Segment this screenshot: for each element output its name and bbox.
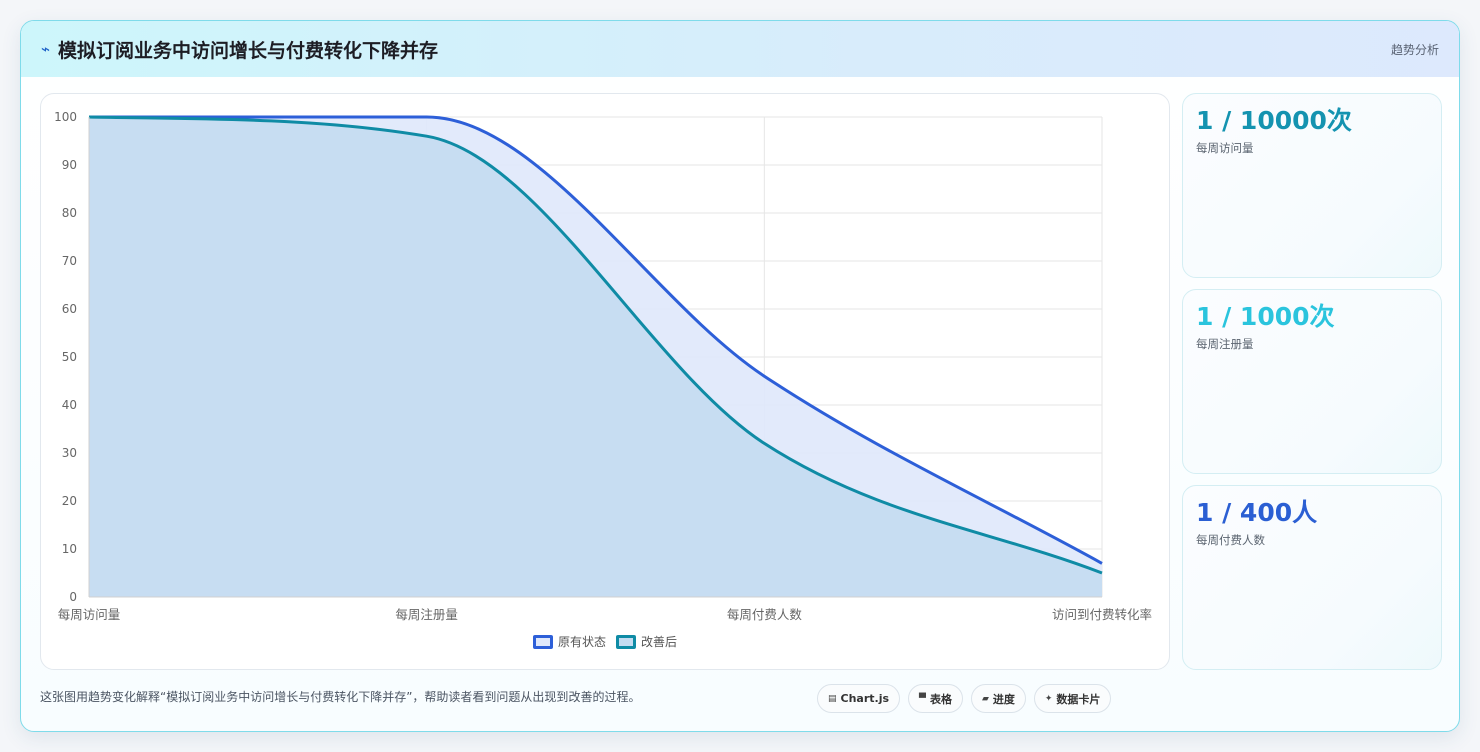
- chip-label: Chart.js: [840, 692, 890, 705]
- page-title: 模拟订阅业务中访问增长与付费转化下降并存: [58, 39, 439, 62]
- series-area-1: [89, 117, 1102, 597]
- progress-icon: ▰: [981, 693, 989, 704]
- legend-label-original: 原有状态: [557, 635, 606, 649]
- chip-progress[interactable]: ▰ 进度: [970, 684, 1026, 713]
- stat-card-signups: 1 / 1000次 每周注册量: [1182, 289, 1442, 474]
- series-line-0: [89, 115, 1103, 565]
- chip-chartjs[interactable]: ▤ Chart.js: [817, 684, 901, 713]
- chip-data-cards[interactable]: ✦ 数据卡片: [1033, 684, 1112, 713]
- y-tick-label: 10: [62, 542, 77, 556]
- y-tick-label: 50: [62, 350, 77, 364]
- chart-caption: 这张图用趋势变化解释“模拟订阅业务中访问增长与付费转化下降并存”，帮助读者看到问…: [40, 690, 641, 704]
- card-header: ⌁ 模拟订阅业务中访问增长与付费转化下降并存 趋势分析: [21, 21, 1459, 77]
- stat-value-payers: 1 / 400人: [1196, 498, 1318, 527]
- stat-value-signups: 1 / 1000次: [1196, 302, 1335, 331]
- y-tick-label: 90: [62, 158, 77, 172]
- stat-label-payers: 每周付费人数: [1196, 533, 1265, 547]
- sparkle-icon: ✦: [1044, 693, 1053, 704]
- y-tick-label: 100: [54, 110, 77, 124]
- y-tick-label: 70: [62, 254, 77, 268]
- stat-label-signups: 每周注册量: [1196, 337, 1254, 351]
- y-tick-label: 0: [69, 590, 77, 604]
- x-tick-label: 每周注册量: [395, 607, 458, 622]
- chart-card: ⌁ 模拟订阅业务中访问增长与付费转化下降并存 趋势分析 0 10 20 30 40 50 6…: [20, 20, 1460, 732]
- stat-value-visits: 1 / 10000次: [1196, 106, 1352, 135]
- x-tick-label: 访问到付费转化率: [1052, 607, 1152, 622]
- legend-item-original[interactable]: 原有状态: [532, 633, 606, 650]
- header-tag: 趋势分析: [1390, 42, 1439, 57]
- tech-chips: ▤ Chart.js ▀ 表格 ▰ 进度 ✦ 数据卡片: [817, 684, 1112, 713]
- y-tick-label: 30: [62, 446, 77, 460]
- series-line-1: [88, 115, 1103, 575]
- legend-label-improved: 改善后: [641, 635, 678, 649]
- y-tick-label: 80: [62, 206, 77, 220]
- stat-card-visits: 1 / 10000次 每周访问量: [1182, 93, 1442, 278]
- legend-swatch-original: [532, 634, 553, 649]
- table-icon: ▀: [919, 693, 926, 704]
- chart-panel: 0 10 20 30 40 50 60 70 80 90 100 每周访问量 每周注册量 每周付费人数 访问…: [40, 93, 1170, 670]
- y-tick-label: 60: [62, 302, 77, 316]
- y-tick-label: 40: [62, 398, 77, 412]
- line-chart-icon: ⌁: [41, 41, 51, 58]
- x-tick-label: 每周付费人数: [727, 607, 803, 622]
- chip-label: 数据卡片: [1056, 692, 1101, 706]
- chart-legend: 原有状态 改善后: [41, 633, 1169, 650]
- y-tick-label: 20: [62, 494, 77, 508]
- chip-label: 表格: [929, 692, 952, 706]
- stat-label-visits: 每周访问量: [1196, 141, 1254, 155]
- chip-label: 进度: [992, 692, 1015, 706]
- x-tick-label: 每周访问量: [58, 607, 121, 622]
- legend-item-improved[interactable]: 改善后: [616, 633, 677, 650]
- area-chart: 0 10 20 30 40 50 60 70 80 90 100 每周访问量 每周注册量 每周付费人数 访问…: [54, 110, 1152, 622]
- chip-table[interactable]: ▀ 表格: [908, 684, 963, 713]
- chart-icon: ▤: [828, 693, 837, 704]
- legend-swatch-improved: [616, 634, 636, 649]
- stat-card-payers: 1 / 400人 每周付费人数: [1182, 485, 1442, 670]
